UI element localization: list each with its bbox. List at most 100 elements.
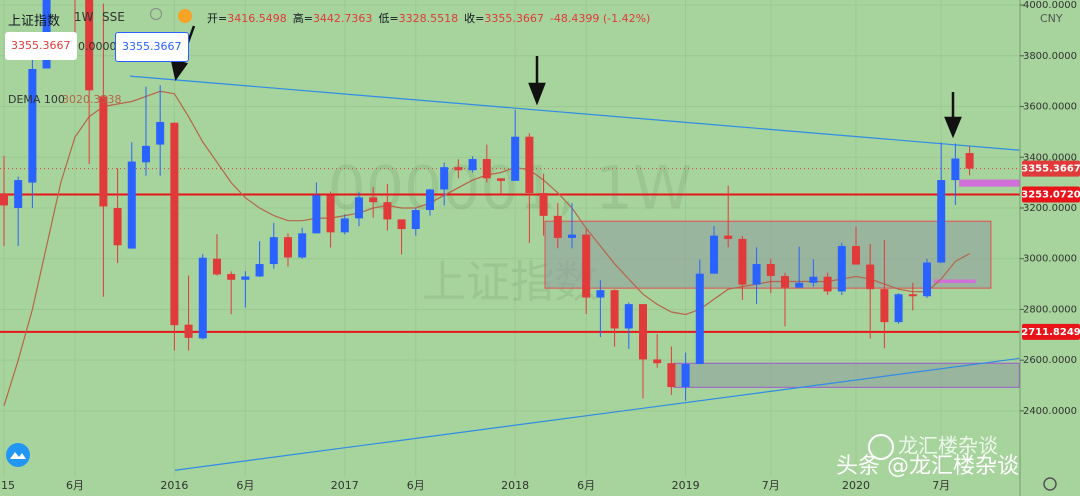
candle-body [326,195,335,233]
zone [544,220,992,289]
candle-body [496,178,505,181]
x-tick-label: 6月 [577,479,595,492]
arrows [170,25,962,139]
candle-body [411,210,420,230]
price-tag [1022,323,1080,340]
x-tick-label: 2016 [160,479,188,492]
candle-body [638,304,647,360]
price-tag-label: 3253.0720 [1021,190,1080,201]
candle-body [212,258,221,275]
plot-area [0,0,1020,471]
candle-body [0,193,8,206]
candle-body [809,276,818,283]
x-tick-label: 2020 [842,479,870,492]
candle-body [255,264,264,277]
delay-icon [178,9,192,23]
candle-body [908,294,917,297]
candle-body [951,158,960,181]
candle-body [937,180,946,263]
currency: CNY [1040,12,1063,25]
y-tick-label: 2600.0000 [1023,355,1077,366]
candle-body [823,276,832,292]
candle-body [624,304,633,329]
y-tick-label: 4000.0000 [1023,0,1077,11]
candle-body [198,257,207,339]
candle-body [298,233,307,258]
candle-body [866,264,875,290]
sell-price[interactable]: 3355.3667 [5,32,77,60]
candle-body [695,273,704,364]
symbol-title[interactable]: 上证指数 [8,14,61,29]
candle-body [709,235,718,274]
interval[interactable]: 1W [74,10,94,24]
settings-icon[interactable] [1043,477,1057,491]
candle-body [525,136,534,194]
indicator-value: 3020.3538 [62,93,122,106]
ohlc-label: 开= [207,12,228,25]
trendline [174,357,1020,471]
buy-price[interactable]: 3355.3667 [115,32,189,62]
candle-body [425,189,434,211]
candle-body [369,197,378,203]
y-tick-label: 3000.0000 [1023,254,1077,265]
candle-body [894,294,903,323]
ohlc-label: 低= [378,12,399,25]
candle-body [454,167,463,171]
candle-body [511,136,520,181]
y-tick-label: 3400.0000 [1023,152,1077,163]
y-tick-label: 2800.0000 [1023,304,1077,315]
logo-icon[interactable] [6,443,30,467]
y-tick-label: 3200.0000 [1023,203,1077,214]
candle-body [482,159,491,179]
arrow-head [528,82,546,106]
candle-body [837,246,846,292]
candle-body [653,359,662,364]
y-tick-label: 3600.0000 [1023,102,1077,113]
candle-body [766,264,775,276]
candle-body [795,282,804,288]
candle-body [738,238,747,285]
y-tick-label: 2400.0000 [1023,406,1077,417]
candle-body [567,234,576,238]
candle-body [354,197,363,219]
ohlc-value: 3355.3667 [484,12,544,25]
zone [959,179,1020,187]
candle-body [156,122,165,145]
candle-body [582,234,591,298]
indicator-name: DEMA 100 [8,93,65,106]
candle-body [241,276,250,280]
candle-body [170,122,179,326]
candle-body [227,273,236,280]
x-tick-label: 2017 [331,479,359,492]
candle-body [14,180,23,208]
trendline [129,75,1020,151]
x-tick-label: 2019 [672,479,700,492]
candle-body [681,363,690,388]
x-tick-label: 6月 [66,479,84,492]
candle-body [596,290,605,298]
candle-body [667,363,676,388]
candle-body [539,193,548,216]
x-tick-label: 7月 [932,479,950,492]
candle-body [440,167,449,190]
x-tick-label: 6月 [236,479,254,492]
arrow-head [170,58,189,82]
logo-glyph [10,452,26,459]
candle-body [880,289,889,323]
arrow-head [944,116,962,139]
ohlc-value: 3442.7363 [312,12,373,25]
candle-body [553,215,562,238]
candle-body [397,219,406,230]
candle-body [851,246,860,265]
ohlc-change: -48.4399 (-1.42%) [549,12,651,25]
candle-body [610,290,619,329]
candle-body [922,262,931,297]
candle-body [28,68,37,183]
candle-body [780,275,789,288]
price-tag-label: 3355.3667 [1021,164,1080,175]
candle-body [752,264,761,285]
credit-small: 龙汇楼杂谈 [898,434,998,458]
ohlc-label: 高= [292,12,313,25]
